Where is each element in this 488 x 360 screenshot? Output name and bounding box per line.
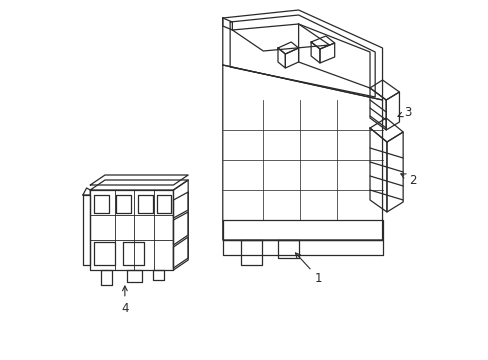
Text: 2: 2 (400, 174, 416, 186)
Text: 1: 1 (295, 253, 322, 284)
Text: 3: 3 (397, 105, 411, 118)
Text: 4: 4 (121, 286, 128, 315)
